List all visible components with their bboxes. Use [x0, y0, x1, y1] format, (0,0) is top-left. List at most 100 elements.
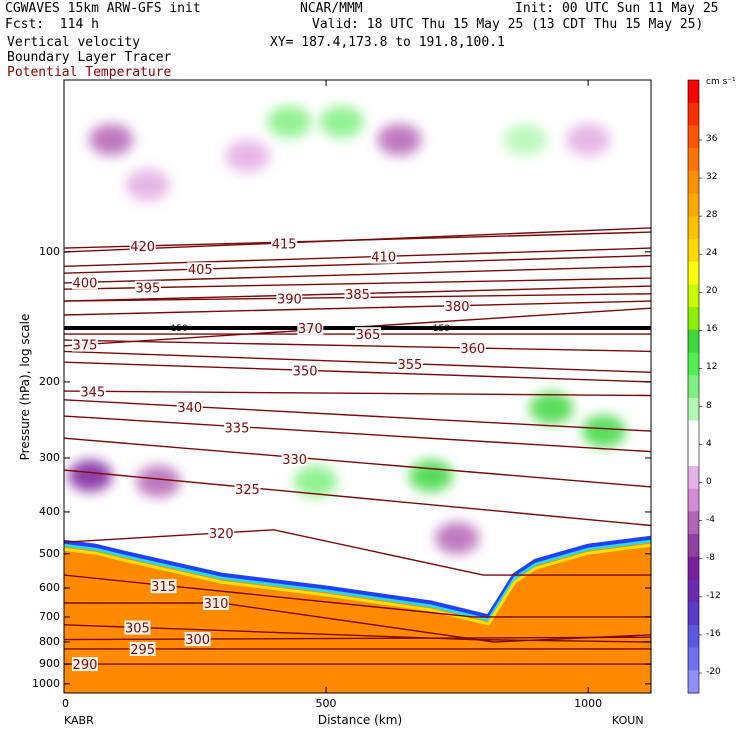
theta-label: 385	[345, 288, 370, 303]
theta-label-bg	[124, 620, 151, 635]
colorbar-swatch	[688, 579, 699, 603]
theta-label: 310	[204, 597, 229, 612]
colorbar-label: 32	[706, 172, 718, 183]
theta-label: 420	[130, 240, 155, 255]
theta-label-bg	[184, 632, 211, 647]
colorbar-label: 28	[706, 210, 718, 221]
theta-label: 410	[371, 251, 396, 266]
y-axis-title: Pressure (hPa), log scale	[18, 313, 32, 461]
theta-label: 340	[177, 401, 202, 416]
x-tick-label: 500	[315, 697, 337, 710]
colorbar-label: 36	[706, 134, 718, 144]
theta-label: 335	[225, 421, 250, 436]
theta-label-bg	[134, 280, 161, 295]
colorbar-swatch	[688, 193, 699, 217]
theta-contour	[64, 636, 651, 641]
colorbar-label: -20	[706, 667, 721, 677]
colorbar-swatch	[688, 80, 699, 104]
theta-label-bg	[281, 451, 308, 466]
theta-label-bg	[71, 275, 98, 290]
theta-label-bg	[297, 320, 324, 335]
colorbar-swatch	[688, 602, 699, 626]
colorbar-swatch	[688, 170, 699, 195]
theta-label: 380	[445, 300, 470, 315]
theta-contour	[64, 247, 651, 267]
boundary-layer-edge-inner	[64, 539, 651, 622]
theta-label: 330	[282, 453, 307, 468]
theta-label: 295	[130, 643, 155, 658]
theta-label: 300	[185, 633, 210, 648]
theta-label-bg	[129, 641, 156, 656]
theta-label: 365	[356, 328, 381, 343]
theta-label-bg	[459, 341, 486, 356]
colorbar-label: -8	[706, 552, 715, 563]
theta-label-bg	[276, 291, 303, 306]
w-blob	[377, 123, 422, 156]
colorbar-label: -4	[706, 514, 715, 525]
theta-contour	[64, 529, 651, 576]
org-label: NCAR/MMM	[300, 1, 363, 16]
colorbar-swatch	[688, 284, 699, 308]
colorbar-swatch	[688, 534, 699, 558]
colorbar-units: cm s⁻¹	[706, 77, 736, 87]
theta-contour	[64, 231, 651, 249]
colorbar-swatch	[688, 148, 699, 172]
theta-label: 350	[293, 365, 318, 380]
colorbar-swatch	[688, 443, 699, 467]
y-tick-label: 900	[39, 657, 60, 671]
theta-label-bg	[271, 236, 298, 251]
theta-label-bg	[150, 579, 177, 594]
colorbar-swatch	[688, 307, 699, 331]
w-blob	[435, 522, 480, 555]
colorbar-swatch	[688, 261, 699, 285]
theta-label: 305	[125, 622, 150, 637]
w-blob	[581, 415, 626, 448]
y-tick-label: 800	[39, 634, 60, 648]
valid-time: Valid: 18 UTC Thu 15 May 25 (13 CDT Thu …	[312, 17, 704, 32]
colorbar	[687, 79, 702, 694]
model-title: CGWAVES 15km ARW-GFS init	[5, 1, 201, 16]
theta-label: 320	[209, 527, 234, 542]
theta-label-bg	[187, 262, 214, 277]
cross-section-endpoints: XY= 187.4,173.8 to 191.8,100.1	[270, 35, 505, 50]
boundary-layer-edge-yellow	[64, 543, 651, 626]
init-time: Init: 00 UTC Sun 11 May 25	[515, 1, 719, 16]
theta-label-bg	[396, 357, 423, 372]
colorbar-label: 24	[706, 248, 718, 259]
boundary-layer-edge	[64, 535, 651, 620]
w-blob	[125, 168, 170, 201]
theta-label: 370	[298, 322, 323, 337]
colorbar-label: 16	[706, 324, 718, 335]
colorbar-swatch	[688, 488, 699, 512]
theta-label-bg	[234, 482, 261, 497]
w-blob	[267, 105, 312, 138]
theta-contour	[64, 265, 651, 284]
colorbar-swatch	[688, 420, 699, 444]
theta-label: 400	[73, 276, 98, 291]
theta-label-bg	[444, 298, 471, 313]
colorbar-swatch	[688, 352, 699, 376]
theta-label: 315	[151, 580, 176, 595]
w-blob	[529, 392, 574, 425]
theta-label: 375	[73, 339, 98, 354]
theta-label: 345	[80, 385, 105, 400]
colorbar-label: 4	[706, 438, 712, 449]
theta-label: 355	[397, 358, 422, 373]
tropopause-label: 150	[171, 324, 188, 334]
theta-label-bg	[223, 420, 250, 435]
colorbar-swatch	[688, 375, 699, 399]
station-right: KOUN	[612, 714, 644, 727]
theta-label-bg	[176, 399, 203, 414]
colorbar-swatch	[688, 216, 699, 240]
theta-label: 405	[188, 263, 213, 278]
colorbar-label: 8	[706, 400, 712, 411]
theta-contour	[64, 415, 651, 453]
theta-contour	[64, 437, 651, 488]
w-blob	[319, 105, 364, 138]
y-tick-label: 500	[39, 546, 60, 560]
colorbar-swatch	[688, 556, 699, 580]
y-tick-label: 1000	[32, 676, 60, 690]
theta-contour	[64, 390, 651, 397]
theta-contour	[64, 254, 651, 274]
